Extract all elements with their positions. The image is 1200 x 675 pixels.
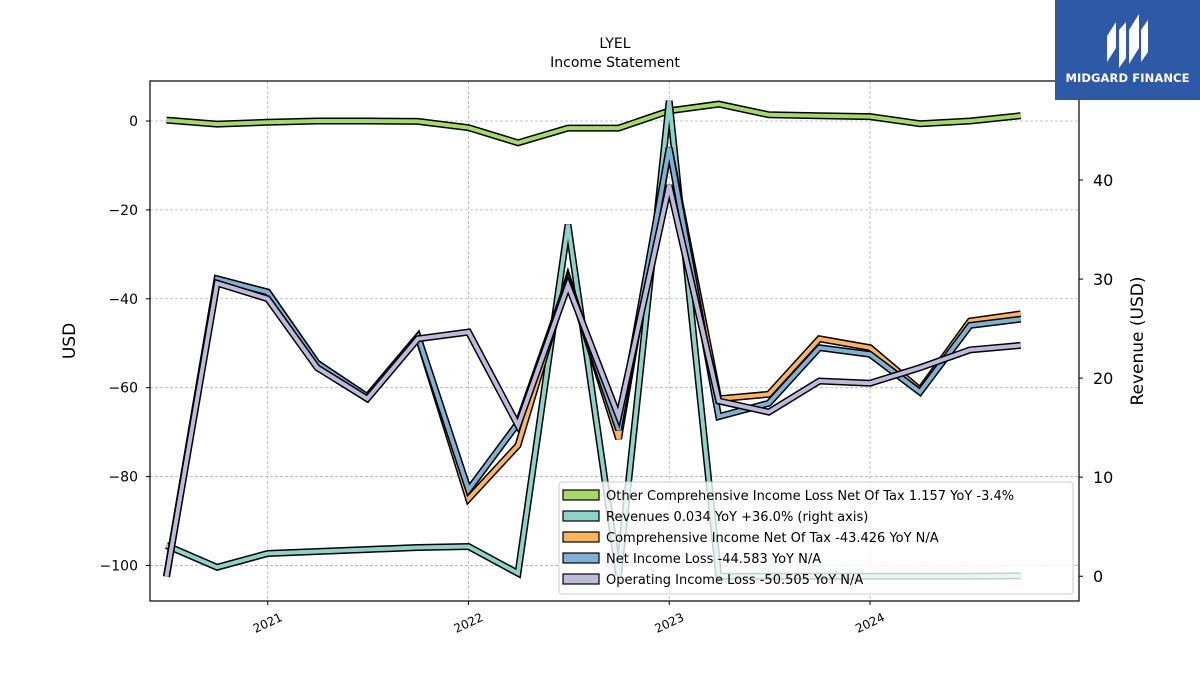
x-tick-label: 2023 xyxy=(652,610,686,636)
y-axis-label-left: USD xyxy=(60,323,80,359)
brand-logo: MIDGARD FINANCE xyxy=(1055,0,1200,100)
y-tick-label: −60 xyxy=(108,381,138,397)
legend-entry: Comprehensive Income Net Of Tax -43.426 … xyxy=(606,531,939,546)
legend-entry: Revenues 0.034 YoY +36.0% (right axis) xyxy=(606,510,868,525)
legend-swatch xyxy=(562,573,600,585)
y-tick-label: 0 xyxy=(129,114,138,130)
x-tick-label: 2022 xyxy=(452,610,486,636)
y-tick-label: −80 xyxy=(108,470,138,486)
series-line-other-comprehensive-income-loss-net-of-tax xyxy=(166,102,1021,145)
legend-swatch xyxy=(562,531,600,543)
legend-swatch xyxy=(562,510,600,522)
series-line-operating-income-loss xyxy=(164,184,1021,577)
plot-frame xyxy=(149,80,1080,602)
legend-box xyxy=(558,481,1074,595)
y-axis-right: 0 10 20 30 40 xyxy=(1079,171,1113,586)
y-right-tick-label: 40 xyxy=(1093,171,1113,190)
y-right-tick-label: 0 xyxy=(1093,567,1103,586)
midgard-logo-icon xyxy=(1107,14,1148,68)
legend-swatch xyxy=(562,489,600,501)
y-tick-label: −20 xyxy=(108,203,138,219)
y-axis-left: 0 −20 −40 −60 −80 −100 xyxy=(100,114,150,574)
legend: Other Comprehensive Income Loss Net Of T… xyxy=(558,481,1074,595)
x-tick-label: 2024 xyxy=(853,610,887,636)
y-right-tick-label: 30 xyxy=(1093,270,1113,289)
legend-entry: Other Comprehensive Income Loss Net Of T… xyxy=(606,489,1014,504)
brand-name: MIDGARD FINANCE xyxy=(1065,71,1190,85)
x-axis: 2021 2022 2023 2024 xyxy=(251,601,887,636)
x-tick-label: 2021 xyxy=(251,610,285,636)
y-axis-label-right: Revenue (USD) xyxy=(1128,276,1148,405)
legend-entry: Net Income Loss -44.583 YoY N/A xyxy=(606,552,821,567)
chart-subtitle: Income Statement xyxy=(550,55,680,71)
y-tick-label: −40 xyxy=(108,292,138,308)
y-right-tick-label: 20 xyxy=(1093,369,1113,388)
legend-entry: Operating Income Loss -50.505 YoY N/A xyxy=(606,573,863,588)
chart-title: LYEL xyxy=(599,36,630,52)
y-tick-label: −100 xyxy=(100,558,138,574)
legend-swatch xyxy=(562,552,600,564)
y-right-tick-label: 10 xyxy=(1093,468,1113,487)
